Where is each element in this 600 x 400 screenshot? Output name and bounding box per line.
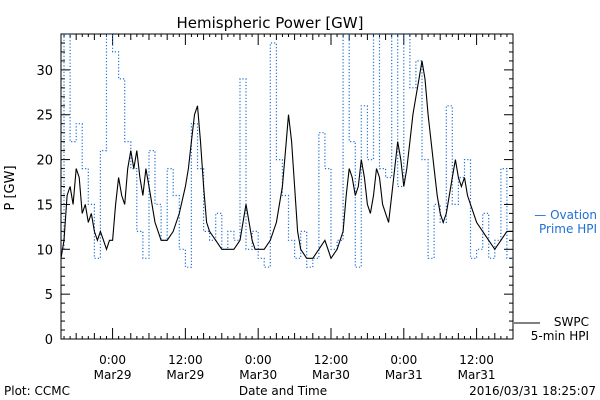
x-tick-date-label: Mar30: [239, 368, 277, 382]
y-axis-label: P [GW]: [3, 165, 18, 210]
series-ovation-prime-hpi: [61, 34, 513, 268]
x-tick-time-label: 12:00: [168, 353, 203, 367]
plot-frame: [60, 33, 514, 340]
x-tick-date-label: Mar31: [458, 368, 496, 382]
x-tick-date-label: Mar31: [385, 368, 423, 382]
x-tick-time-label: 12:00: [314, 353, 349, 367]
x-tick-time-label: 0:00: [390, 353, 417, 367]
series-swpc-5min-hpi: [61, 60, 513, 260]
y-tick-label: 5: [45, 288, 53, 303]
footer-plot-credit: Plot: CCMC: [4, 384, 70, 398]
y-tick-label: 15: [36, 198, 53, 213]
plot-area: 0510152025300:00Mar2912:00Mar290:00Mar30…: [36, 33, 514, 382]
legend-swpc-line1: SWPC: [554, 315, 589, 329]
y-tick-label: 10: [36, 243, 53, 258]
x-axis-label: Date and Time: [239, 384, 327, 398]
legend-ovation-line1: — Ovation: [534, 208, 597, 222]
x-tick-date-label: Mar29: [94, 368, 132, 382]
x-tick-time-label: 0:00: [245, 353, 272, 367]
x-tick-date-label: Mar30: [312, 368, 350, 382]
chart-title: Hemispheric Power [GW]: [177, 14, 364, 32]
y-tick-label: 20: [36, 154, 53, 169]
x-tick-date-label: Mar29: [166, 368, 204, 382]
x-tick-time-label: 12:00: [459, 353, 494, 367]
footer-timestamp: 2016/03/31 18:25:07: [469, 384, 596, 398]
legend-swpc-line2: 5-min HPI: [531, 329, 589, 343]
y-tick-label: 0: [45, 333, 53, 348]
legend-ovation-line2: Prime HPI: [539, 222, 597, 236]
x-tick-time-label: 0:00: [99, 353, 126, 367]
y-tick-label: 30: [36, 64, 53, 79]
y-tick-label: 25: [36, 109, 53, 124]
